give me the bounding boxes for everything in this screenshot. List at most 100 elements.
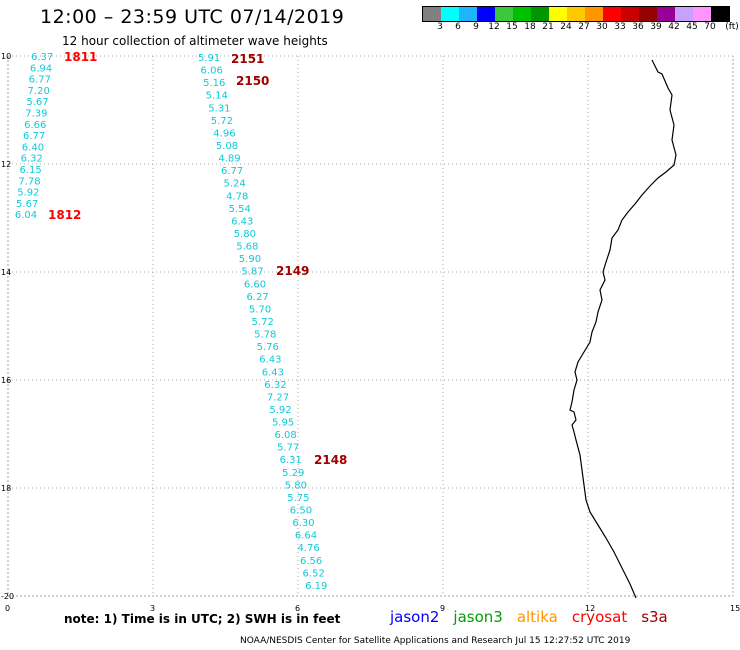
swh-value: 5.90	[239, 254, 261, 265]
color-scale-labels: 3 6 9 12 15 18 21 24 27 30 33 36 39 42 45 70 (ft)	[422, 22, 740, 34]
swh-value: 4.78	[226, 191, 248, 202]
swh-value: 5.24	[224, 179, 246, 190]
swh-value: 5.54	[229, 204, 251, 215]
color-scale	[422, 6, 730, 22]
scale-label: 15	[506, 22, 518, 32]
swh-value: 5.67	[16, 199, 38, 210]
swh-value: 5.87	[241, 267, 263, 278]
swh-value: 5.75	[287, 493, 309, 504]
swh-value: 6.37	[31, 52, 53, 63]
swh-value: 5.92	[17, 188, 39, 199]
swh-value: 6.32	[264, 380, 286, 391]
page-subtitle: 12 hour collection of altimeter wave hei…	[62, 34, 328, 48]
scale-label: 39	[650, 22, 662, 32]
scale-label: 30	[596, 22, 608, 32]
swh-value: 5.68	[236, 242, 258, 253]
y-tick-label: -20	[1, 592, 14, 601]
swh-value: 6.15	[20, 165, 42, 176]
swh-value: 5.78	[254, 330, 276, 341]
track-2151: 5.916.065.165.145.315.724.965.084.896.77…	[198, 53, 327, 592]
scale-swatch	[621, 7, 639, 21]
swh-value: 6.08	[275, 430, 297, 441]
scale-swatch	[459, 7, 477, 21]
x-tick-label: 6	[295, 604, 300, 613]
y-tick-label: 18	[1, 484, 11, 493]
x-tick-label: 0	[5, 604, 10, 613]
x-tick-label: 15	[730, 604, 740, 613]
scale-label: 21	[542, 22, 554, 32]
pass-label: 1812	[48, 208, 81, 222]
scale-swatch	[513, 7, 531, 21]
scale-label: 3	[437, 22, 443, 32]
swh-value: 6.56	[300, 556, 322, 567]
scale-label: 42	[668, 22, 680, 32]
note-text: note: 1) Time is in UTC; 2) SWH is in fe…	[64, 612, 341, 626]
swh-value: 5.70	[249, 304, 271, 315]
scale-label: 18	[524, 22, 536, 32]
scale-swatch	[675, 7, 693, 21]
scale-swatch	[657, 7, 675, 21]
track-1811: 6.376.946.777.205.677.396.666.776.406.32…	[15, 52, 53, 221]
scale-swatch	[477, 7, 495, 21]
x-tick-label: 3	[150, 604, 155, 613]
pass-label: 1811	[64, 50, 97, 64]
coastline	[569, 59, 677, 599]
y-tick-label: 10	[1, 52, 11, 61]
swh-value: 6.30	[292, 518, 314, 529]
swh-value: 6.43	[262, 367, 284, 378]
swh-value: 5.72	[252, 317, 274, 328]
swh-value: 6.43	[231, 216, 253, 227]
page-title: 12:00 – 23:59 UTC 07/14/2019	[40, 6, 345, 28]
swh-value: 6.52	[303, 568, 325, 579]
scale-swatch	[639, 7, 657, 21]
scale-label: 6	[455, 22, 461, 32]
scale-swatch	[585, 7, 603, 21]
legend-cryosat: cryosat	[571, 608, 628, 626]
swh-value: 6.77	[23, 131, 45, 142]
swh-value: 6.94	[30, 63, 52, 74]
swh-value: 5.31	[208, 103, 230, 114]
pass-labels: 1811 2151 2150 1812 2149 2148	[48, 50, 347, 467]
swh-value: 6.66	[24, 120, 46, 131]
scale-swatch	[531, 7, 549, 21]
swh-value: 5.08	[216, 141, 238, 152]
scale-swatch	[549, 7, 567, 21]
legend-jason3: jason3	[453, 608, 503, 626]
swh-value: 5.80	[285, 480, 307, 491]
scale-label: 36	[632, 22, 644, 32]
legend-altika: altika	[516, 608, 558, 626]
swh-value: 6.50	[290, 506, 312, 517]
y-tick-label: 14	[1, 268, 11, 277]
swh-value: 5.16	[203, 78, 225, 89]
map-grid	[7, 55, 734, 597]
scale-swatch	[711, 7, 729, 21]
swh-value: 6.40	[22, 142, 44, 153]
scale-swatch	[495, 7, 513, 21]
swh-value: 5.91	[198, 53, 220, 64]
swh-value: 6.43	[259, 355, 281, 366]
swh-value: 6.64	[295, 531, 317, 542]
scale-swatch	[693, 7, 711, 21]
scale-label: 12	[488, 22, 500, 32]
swh-value: 7.20	[28, 86, 50, 97]
legend-jason2: jason2	[390, 608, 440, 626]
swh-value: 5.29	[282, 468, 304, 479]
swh-value: 5.77	[277, 443, 299, 454]
pass-label: 2150	[236, 74, 269, 88]
scale-label: 9	[473, 22, 479, 32]
pass-label: 2149	[276, 264, 309, 278]
pass-label: 2148	[314, 453, 347, 467]
swh-value: 6.77	[221, 166, 243, 177]
scale-label: 24	[560, 22, 572, 32]
x-tick-label: 12	[585, 604, 595, 613]
swh-value: 5.76	[257, 342, 279, 353]
swh-value: 6.04	[15, 210, 37, 221]
swh-value: 6.31	[280, 455, 302, 466]
swh-value: 4.76	[297, 543, 319, 554]
swh-value: 7.39	[25, 109, 47, 120]
footer-credit: NOAA/NESDIS Center for Satellite Applica…	[240, 636, 631, 646]
swh-value: 5.67	[26, 97, 48, 108]
swh-value: 5.72	[211, 116, 233, 127]
swh-value: 5.80	[234, 229, 256, 240]
